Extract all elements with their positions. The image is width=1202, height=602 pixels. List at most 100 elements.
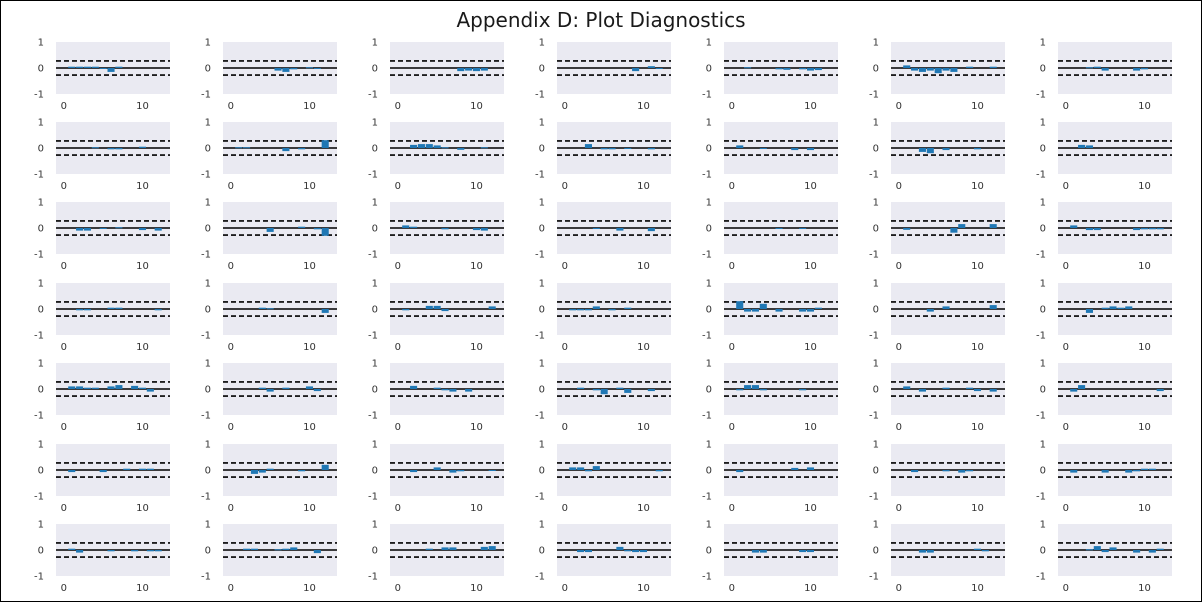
bar-lag-4 — [258, 470, 266, 473]
bar-lag-3 — [918, 68, 926, 72]
y-tick-label: -1 — [368, 572, 378, 583]
bar-lag-6 — [942, 148, 950, 151]
x-tick-label: 0 — [896, 422, 902, 433]
bar-lag-10 — [1140, 468, 1149, 470]
x-tick-label: 10 — [971, 583, 984, 594]
x-tick-label: 0 — [228, 422, 234, 433]
y-tick-label: 0 — [205, 546, 211, 557]
bar-lag-8 — [958, 224, 966, 228]
y-tick-label: -1 — [1036, 250, 1046, 261]
bar-lag-1 — [68, 386, 76, 389]
x-tick-label: 0 — [729, 342, 735, 353]
y-tick-label: 0 — [372, 305, 378, 316]
bar-lag-12 — [488, 470, 496, 471]
y-tick-label: 1 — [1040, 520, 1046, 531]
bar-lag-1 — [903, 228, 911, 230]
bar-lag-6 — [107, 68, 115, 72]
x-tick-label: 0 — [61, 101, 67, 112]
bar-lag-3 — [250, 548, 258, 550]
bar-lag-9 — [632, 550, 640, 553]
bar-lag-1 — [402, 309, 410, 311]
bar-lag-10 — [973, 148, 982, 150]
bar-lag-4 — [759, 389, 767, 391]
bar-lag-5 — [99, 470, 107, 473]
bar-lag-1 — [1070, 225, 1078, 228]
x-tick-label: 0 — [395, 181, 401, 192]
y-tick-label: -1 — [702, 90, 712, 101]
bar-lag-11 — [313, 68, 321, 69]
y-tick-label: 1 — [38, 520, 44, 531]
bar-lag-8 — [290, 68, 298, 70]
x-tick-label: 10 — [1138, 503, 1151, 514]
y-tick-label: -1 — [535, 572, 545, 583]
x-tick-label: 10 — [470, 583, 483, 594]
bar-lag-9 — [465, 389, 473, 392]
bar-lag-9 — [465, 68, 473, 71]
y-tick-label: 0 — [539, 466, 545, 477]
y-tick-label: 1 — [205, 279, 211, 290]
bar-lag-7 — [115, 227, 123, 229]
bar-lag-11 — [480, 68, 488, 71]
bar-lag-6 — [1109, 306, 1117, 309]
bar-lag-9 — [799, 550, 807, 553]
bar-lag-8 — [624, 550, 632, 552]
bar-lag-3 — [584, 144, 592, 148]
y-tick-label: 1 — [372, 520, 378, 531]
bar-lag-2 — [76, 309, 84, 311]
y-tick-label: 0 — [539, 305, 545, 316]
bar-lag-2 — [410, 385, 418, 389]
y-tick-label: 0 — [873, 144, 879, 155]
bar-lag-4 — [91, 147, 99, 149]
y-tick-label: -1 — [869, 411, 879, 422]
bar-lag-5 — [934, 68, 942, 74]
bar-lag-6 — [441, 147, 449, 149]
bar-lag-10 — [806, 68, 815, 71]
bar-lag-1 — [1070, 389, 1078, 392]
y-tick-label: -1 — [201, 170, 211, 181]
y-tick-label: 1 — [706, 520, 712, 531]
y-tick-label: 0 — [205, 466, 211, 477]
x-tick-label: 0 — [1063, 583, 1069, 594]
x-tick-label: 10 — [804, 261, 817, 272]
x-tick-label: 10 — [804, 583, 817, 594]
bar-lag-2 — [577, 387, 585, 389]
bar-lag-12 — [989, 66, 997, 68]
x-tick-label: 10 — [470, 342, 483, 353]
x-tick-label: 0 — [896, 101, 902, 112]
y-tick-label: 0 — [539, 144, 545, 155]
y-tick-label: 1 — [38, 198, 44, 209]
x-tick-label: 10 — [804, 503, 817, 514]
bar-lag-4 — [425, 305, 433, 309]
bar-lag-5 — [1101, 470, 1109, 473]
bar-lag-2 — [911, 470, 919, 473]
y-tick-label: 0 — [205, 224, 211, 235]
y-tick-label: -1 — [368, 90, 378, 101]
bar-lag-11 — [1148, 468, 1156, 470]
bar-lag-5 — [99, 228, 107, 229]
bar-lag-2 — [577, 309, 585, 311]
bar-lag-5 — [433, 387, 441, 389]
x-tick-label: 10 — [1138, 583, 1151, 594]
bar-lag-7 — [1117, 307, 1125, 309]
y-tick-label: 0 — [1040, 64, 1046, 75]
y-tick-label: -1 — [869, 170, 879, 181]
x-tick-label: 0 — [395, 503, 401, 514]
y-tick-label: 0 — [205, 385, 211, 396]
y-tick-label: 1 — [539, 359, 545, 370]
x-tick-label: 10 — [303, 261, 316, 272]
y-tick-label: 1 — [706, 279, 712, 290]
y-tick-label: -1 — [1036, 492, 1046, 503]
y-tick-label: -1 — [368, 250, 378, 261]
y-tick-label: 1 — [873, 440, 879, 451]
bar-lag-6 — [1109, 547, 1117, 550]
x-tick-label: 10 — [1138, 261, 1151, 272]
y-tick-label: 0 — [539, 546, 545, 557]
bar-lag-10 — [138, 146, 147, 148]
